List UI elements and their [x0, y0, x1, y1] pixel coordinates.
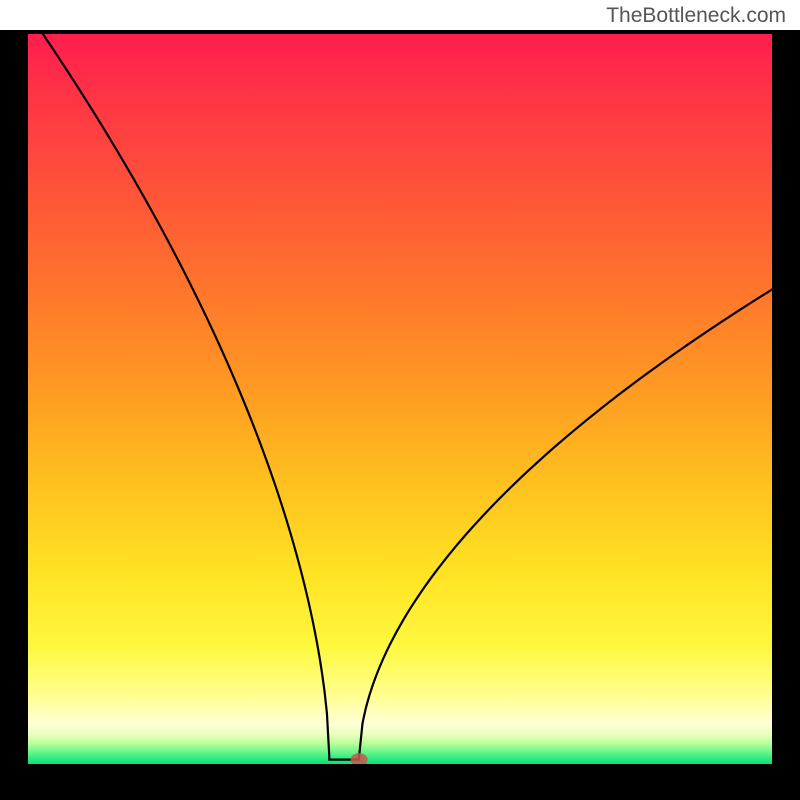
- chart-root: TheBottleneck.com: [0, 0, 800, 800]
- plot-background: [28, 34, 772, 764]
- bottleneck-chart: [0, 0, 800, 800]
